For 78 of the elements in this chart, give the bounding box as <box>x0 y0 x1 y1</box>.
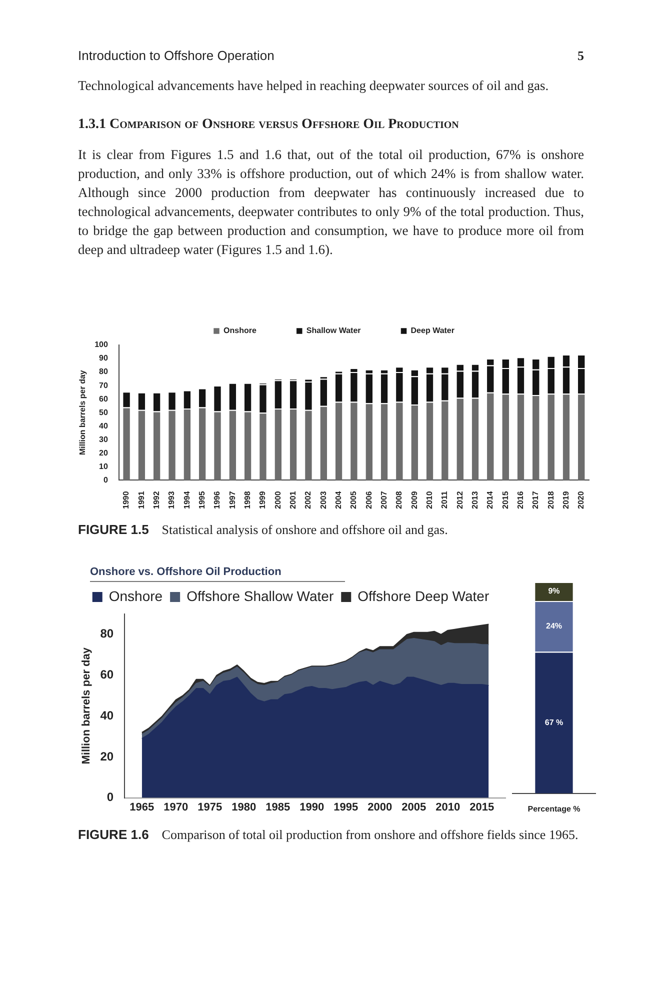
x-tick-label: 1965 <box>130 801 154 814</box>
x-tick-label: 2005 <box>402 801 426 814</box>
legend-label: Offshore Deep Water <box>358 588 490 604</box>
x-tick-label: 2006 <box>364 490 374 509</box>
text: 5 <box>578 48 584 64</box>
x-tick-label: 1990 <box>122 490 131 509</box>
x-tick-label: Percentage % <box>528 804 580 814</box>
x-tick-label: 1980 <box>232 801 256 814</box>
x-tick-label: 2003 <box>318 490 328 509</box>
text: It is clear from Figures 1.5 and 1.6 that, out of the total oil production, 67% is onshore production, and only 33% is offshore production, out of which 24% is from shallow water. Although since 2000 production from deepwater has continuously increased due to technological advancements, deepwater contributes to only 9% of the total production. Thus, to bridge the gap between production and consumption, we have to produce more oil from deep and ultradeep water (Figures 1.5 and 1.6). <box>78 146 584 259</box>
x-tick-label: 2017 <box>531 490 540 509</box>
y-tick-label: 40 <box>100 708 114 722</box>
y-tick-label: 20 <box>100 749 114 764</box>
legend-label: Offshore Shallow Water <box>186 588 334 604</box>
y-tick-label: 0 <box>103 475 108 484</box>
text: Technological advancements have helped in reaching deepwater sources of oil and gas. <box>78 77 550 95</box>
x-tick-label: 2015 <box>500 490 510 509</box>
x-tick-label: 1993 <box>167 490 176 509</box>
x-tick-label: 2010 <box>424 490 434 509</box>
y-tick-label: 70 <box>99 380 108 390</box>
caption: FIGURE 1.6 Comparison of total oil production from onshore and offshore fields since 1965. <box>78 827 580 843</box>
x-tick-label: 1970 <box>164 801 188 814</box>
legend-label: Onshore <box>224 326 257 336</box>
y-tick-label: 0 <box>106 790 114 804</box>
text: 1.3.1 Comparison of Onshore versus Offshore Oil Production <box>78 117 460 133</box>
x-tick-label: 2016 <box>516 490 525 509</box>
data-label: 24% <box>546 622 562 631</box>
y-tick-label: 20 <box>99 448 108 458</box>
y-tick-label: 60 <box>99 394 108 404</box>
x-tick-label: 2012 <box>455 490 464 509</box>
y-tick-label: 60 <box>100 668 114 682</box>
x-tick-label: 1995 <box>334 801 358 814</box>
caption: FIGURE 1.5 Statistical analysis of onshore and offshore oil and gas. <box>78 522 449 538</box>
x-tick-label: 2014 <box>486 490 495 509</box>
x-tick-label: 2001 <box>288 490 298 509</box>
data-label: 9% <box>548 586 560 596</box>
x-tick-label: 1999 <box>258 490 268 509</box>
data-label: 67 % <box>544 718 564 727</box>
y-axis-title: Million barrels per day <box>78 370 88 456</box>
x-tick-label: 2010 <box>436 801 460 814</box>
y-tick-label: 80 <box>100 626 114 641</box>
x-tick-label: 1996 <box>212 490 222 509</box>
x-tick-label: 1990 <box>300 801 324 814</box>
x-tick-label: 2013 <box>470 490 480 509</box>
y-tick-label: 80 <box>99 367 108 376</box>
x-tick-label: 1994 <box>182 490 192 509</box>
x-tick-label: 2007 <box>379 490 388 509</box>
legend-label: Onshore <box>108 588 163 604</box>
x-tick-label: 1985 <box>266 801 290 814</box>
x-tick-label: 1997 <box>228 490 237 509</box>
x-tick-label: 2011 <box>440 490 450 509</box>
x-tick-label: 2009 <box>410 490 419 509</box>
y-tick-label: 40 <box>99 421 108 430</box>
x-tick-label: 2018 <box>546 490 556 509</box>
y-tick-label: 10 <box>99 462 108 471</box>
x-tick-label: 2015 <box>470 801 494 814</box>
y-tick-label: 90 <box>99 354 108 363</box>
x-tick-label: 2005 <box>349 490 358 509</box>
legend-label: Deep Water <box>410 326 454 336</box>
y-tick-label: 30 <box>99 434 108 444</box>
x-tick-label: 2000 <box>273 490 282 509</box>
y-tick-label: 50 <box>99 408 108 417</box>
text: Introduction to Offshore Operation <box>78 48 274 64</box>
x-tick-label: 1995 <box>198 490 207 509</box>
x-tick-label: 1975 <box>198 801 222 814</box>
x-tick-label: 2008 <box>394 490 404 509</box>
x-tick-label: 1998 <box>243 490 252 509</box>
x-tick-label: 2020 <box>576 490 586 509</box>
x-tick-label: 2004 <box>334 490 344 509</box>
legend-label: Shallow Water <box>306 326 361 336</box>
y-tick-label: 100 <box>94 340 108 350</box>
x-tick-label: 1991 <box>136 490 146 509</box>
x-tick-label: 2019 <box>561 490 570 509</box>
x-tick-label: 2002 <box>304 490 313 509</box>
x-tick-label: 1992 <box>152 490 162 509</box>
x-tick-label: 2000 <box>368 801 392 814</box>
chart-title: Onshore vs. Offshore Oil Production <box>90 566 345 582</box>
y-axis-title: Million barrels per day <box>80 646 93 764</box>
